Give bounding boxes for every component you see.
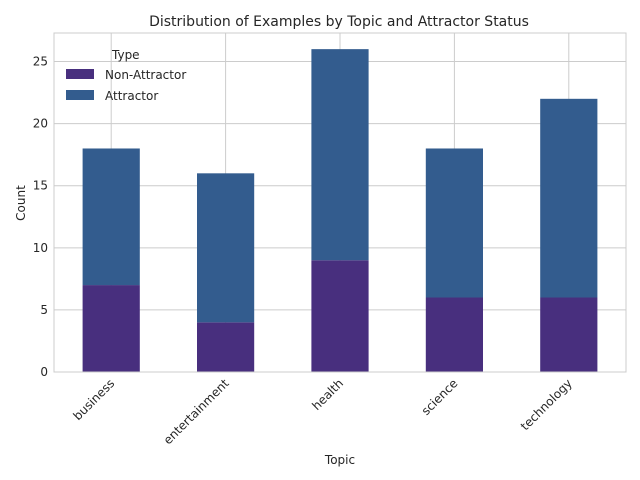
- bar-attractor-entertainment: [197, 173, 255, 323]
- bar-non-attractor-entertainment: [197, 322, 255, 372]
- y-tick-labels: 0 5 10 15 20 25: [33, 55, 48, 379]
- y-tick-label: 5: [40, 303, 48, 317]
- bar-non-attractor-science: [425, 297, 483, 372]
- bar-non-attractor-health: [311, 260, 369, 372]
- legend-title: Type: [111, 48, 140, 62]
- bar-attractor-science: [425, 148, 483, 298]
- legend-label: Non-Attractor: [105, 68, 186, 82]
- y-tick-label: 0: [40, 365, 48, 379]
- bars: [82, 49, 598, 372]
- bar-non-attractor-business: [82, 285, 140, 372]
- x-tick-label: health: [309, 376, 346, 413]
- x-tick-label: entertainment: [161, 376, 232, 447]
- x-tick-label: science: [419, 376, 461, 418]
- legend-swatch: [66, 90, 94, 100]
- x-tick-labels: business entertainment health science techno…: [70, 376, 574, 447]
- bar-attractor-technology: [540, 98, 598, 298]
- legend-label: Attractor: [105, 89, 158, 103]
- y-axis-label: Count: [14, 185, 28, 221]
- y-tick-label: 20: [33, 117, 48, 131]
- bar-attractor-business: [82, 148, 140, 286]
- chart-title: Distribution of Examples by Topic and At…: [149, 14, 529, 30]
- bar-attractor-health: [311, 49, 369, 261]
- x-tick-label: technology: [518, 376, 575, 433]
- y-tick-label: 15: [33, 179, 48, 193]
- legend-swatch: [66, 69, 94, 79]
- legend: Type Non-Attractor Attractor: [66, 48, 186, 103]
- y-tick-label: 10: [33, 241, 48, 255]
- x-tick-label: business: [70, 376, 117, 423]
- x-axis-label: Topic: [324, 453, 355, 467]
- plot-frame: [53, 32, 627, 373]
- bar-non-attractor-technology: [540, 297, 598, 372]
- y-tick-label: 25: [33, 55, 48, 69]
